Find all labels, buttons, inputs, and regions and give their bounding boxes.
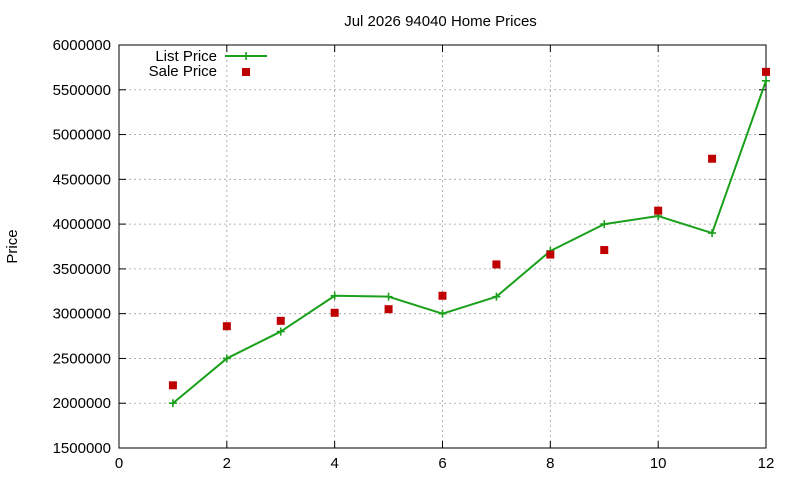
x-tick-label: 10: [650, 455, 667, 472]
sale-price-point: [708, 154, 717, 163]
chart-title: Jul 2026 94040 Home Prices: [344, 13, 537, 30]
x-tick-label: 8: [546, 455, 554, 472]
list-price-point: [762, 76, 770, 85]
list-price-point: [168, 399, 177, 408]
list-price-point: [384, 292, 393, 301]
list-price-line: [172, 80, 767, 404]
y-tick-label: 6000000: [53, 37, 111, 54]
grid: [119, 45, 766, 448]
list-price-point: [600, 220, 609, 229]
series-area: [168, 67, 770, 408]
sale-price-point: [438, 291, 447, 300]
y-axis-label: Price: [4, 229, 21, 263]
sale-price-point: [222, 322, 231, 331]
y-tick-label: 4000000: [53, 216, 111, 233]
y-tick-label: 5500000: [53, 82, 111, 99]
legend-marker-list-price: [242, 52, 250, 60]
sale-price-point: [546, 250, 555, 259]
list-price-point: [276, 327, 285, 336]
list-price-point: [222, 354, 231, 363]
legend-label-sale-price: Sale Price: [149, 63, 217, 80]
sale-price-point: [492, 260, 501, 269]
sale-price-point: [384, 305, 393, 314]
y-tick-label: 3500000: [53, 261, 111, 278]
y-tick-label: 3000000: [53, 306, 111, 323]
y-tick-label: 1500000: [53, 440, 111, 457]
sale-price-point: [330, 308, 339, 317]
list-price-point: [492, 292, 501, 301]
sale-price-point: [168, 381, 177, 390]
axis-ticks: 1500000 2000000 2500000 3000000 3500000 40000…: [53, 37, 775, 472]
sale-price-point: [762, 67, 770, 76]
x-tick-label: 2: [223, 455, 231, 472]
y-tick-label: 2500000: [53, 350, 111, 367]
y-tick-label: 2000000: [53, 395, 111, 412]
list-price-point: [330, 291, 339, 300]
x-tick-label: 6: [438, 455, 446, 472]
sale-price-point: [276, 316, 285, 325]
sale-price-point: [654, 206, 663, 215]
legend-label-list-price: List Price: [155, 48, 217, 65]
legend: List Price Sale Price: [149, 48, 267, 80]
x-tick-label: 12: [758, 455, 775, 472]
x-tick-label: 4: [330, 455, 338, 472]
legend-marker-sale-price: [242, 68, 250, 76]
y-tick-label: 5000000: [53, 127, 111, 144]
list-price-point: [438, 309, 447, 318]
x-tick-label: 0: [115, 455, 123, 472]
sale-price-point: [600, 246, 609, 255]
list-price-point: [708, 229, 717, 238]
y-tick-label: 4500000: [53, 171, 111, 188]
